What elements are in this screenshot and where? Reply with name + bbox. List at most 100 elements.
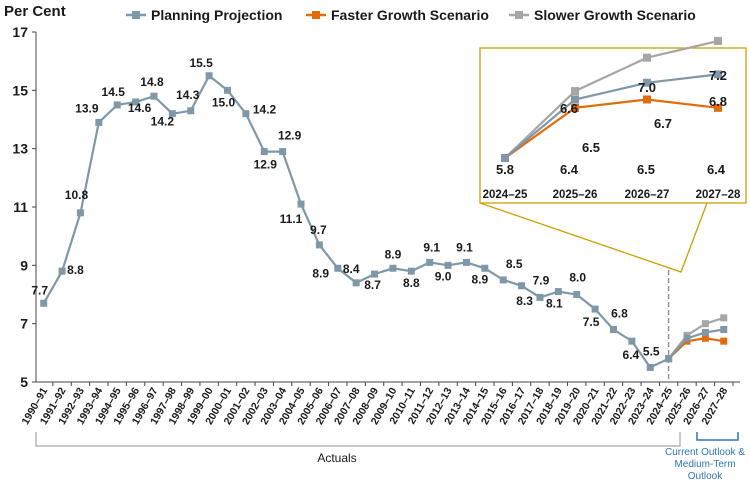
data-point-planning (499, 276, 507, 284)
data-label: 6.8 (611, 307, 628, 321)
data-label: 7.5 (583, 315, 600, 329)
inset-x-label: 2027–28 (696, 189, 741, 201)
data-point-planning (76, 209, 84, 217)
outlook-bracket: Current Outlook & Medium-Term Outlook (665, 432, 745, 482)
y-axis-ticks: 5 7 9 11 13 15 17 (12, 24, 36, 390)
inset-data-label: 6.5 (637, 162, 655, 177)
outlook-bracket-line (696, 432, 739, 441)
data-label: 9.1 (423, 240, 440, 254)
data-label: 14.3 (176, 88, 200, 102)
y-tick-label: 5 (20, 374, 28, 390)
data-point-faster (701, 334, 709, 342)
data-label: 14.8 (140, 75, 164, 89)
inset-point-planning (571, 95, 579, 104)
data-label: 9.7 (310, 223, 327, 237)
data-point-planning (536, 293, 544, 301)
data-point-planning (95, 118, 103, 126)
inset-point-faster (571, 103, 579, 112)
data-point-planning (58, 267, 66, 275)
y-tick-label: 9 (20, 257, 28, 273)
data-point-planning (701, 328, 709, 336)
data-point-slower (701, 320, 709, 328)
inset-line-faster (504, 98, 719, 159)
data-label: 8.8 (403, 276, 420, 290)
data-label: 10.8 (65, 188, 89, 202)
y-tick-label: 13 (12, 141, 28, 157)
data-label: 9.1 (456, 240, 473, 254)
data-point-planning (573, 291, 581, 298)
data-label: 14.6 (128, 101, 152, 115)
data-point-planning (224, 86, 231, 94)
data-label: 8.0 (569, 271, 586, 285)
inset-x-label: 2025–26 (553, 189, 598, 201)
inset-point-slower (643, 53, 651, 62)
data-point-planning (389, 264, 397, 272)
data-label: 5.5 (643, 344, 660, 358)
legend: Planning Projection Faster Growth Scenar… (126, 7, 696, 23)
data-point-planning (683, 334, 691, 342)
data-point-planning (628, 337, 636, 345)
data-label: 8.9 (471, 272, 488, 286)
y-tick-label: 17 (12, 24, 28, 40)
data-label: 8.9 (312, 266, 329, 280)
legend-item-faster: Faster Growth Scenario (306, 7, 489, 23)
legend-planning-label: Planning Projection (151, 7, 282, 23)
data-labels: 7.78.810.813.914.514.614.814.214.315.515… (31, 56, 660, 362)
callout-pointer (479, 202, 708, 273)
data-point-planning (187, 107, 195, 115)
data-label: 13.9 (75, 101, 99, 115)
data-label: 8.5 (506, 257, 523, 271)
inset-line-slower (504, 39, 719, 159)
inset-data-label: 6.4 (707, 162, 726, 177)
data-point-planning (609, 326, 617, 333)
legend-item-planning: Planning Projection (126, 7, 282, 23)
data-point-planning (40, 299, 48, 307)
data-label: 11.1 (280, 212, 303, 226)
data-point-slower (720, 314, 728, 322)
data-label: 7.7 (31, 283, 48, 297)
data-point-faster (720, 337, 728, 345)
inset-point-slower (571, 87, 579, 96)
legend-item-slower: Slower Growth Scenario (509, 7, 696, 23)
inset-point-planning (643, 78, 651, 87)
data-point-planning (260, 148, 268, 156)
inset-x-label: 2024–25 (483, 189, 528, 201)
outlook-label-line-1: Current Outlook & (665, 447, 745, 458)
data-point-planning (518, 282, 526, 290)
inset-data-label: 5.8 (496, 162, 514, 177)
series-layer (40, 72, 728, 371)
data-point-planning (371, 270, 379, 278)
y-tick-label: 7 (20, 316, 28, 332)
inset-point-faster (714, 103, 722, 112)
inset-line-planning (504, 73, 719, 159)
data-label: 14.5 (102, 85, 126, 99)
data-point-planning (279, 148, 287, 156)
legend-slower-marker (515, 11, 523, 19)
inset-point-slower (714, 36, 722, 45)
x-axis-ticks: 1990–911991–921992–931993–941994–951995–… (19, 382, 734, 427)
legend-faster-label: Faster Growth Scenario (331, 7, 489, 23)
data-label: 15.0 (212, 95, 236, 109)
data-point-planning (352, 279, 360, 287)
data-label: 9.0 (435, 269, 452, 283)
y-tick-label: 15 (12, 82, 28, 98)
data-label: 8.8 (67, 263, 84, 277)
data-label: 8.1 (546, 297, 563, 311)
data-point-planning (205, 72, 213, 80)
actuals-label: Actuals (317, 451, 356, 465)
data-point-planning (646, 363, 654, 371)
series-line-slower (667, 316, 725, 360)
data-point-planning (481, 264, 489, 272)
legend-planning-marker (132, 11, 140, 19)
inset-data-label: 6.7 (654, 116, 672, 131)
data-point-planning (168, 110, 176, 118)
data-point-planning (334, 264, 342, 272)
data-point-planning (426, 258, 434, 266)
data-label: 14.2 (151, 115, 175, 129)
data-label: 8.3 (516, 294, 533, 308)
inset-data-label: 6.8 (709, 94, 727, 109)
data-point-planning (462, 258, 470, 266)
data-point-planning (242, 110, 250, 118)
